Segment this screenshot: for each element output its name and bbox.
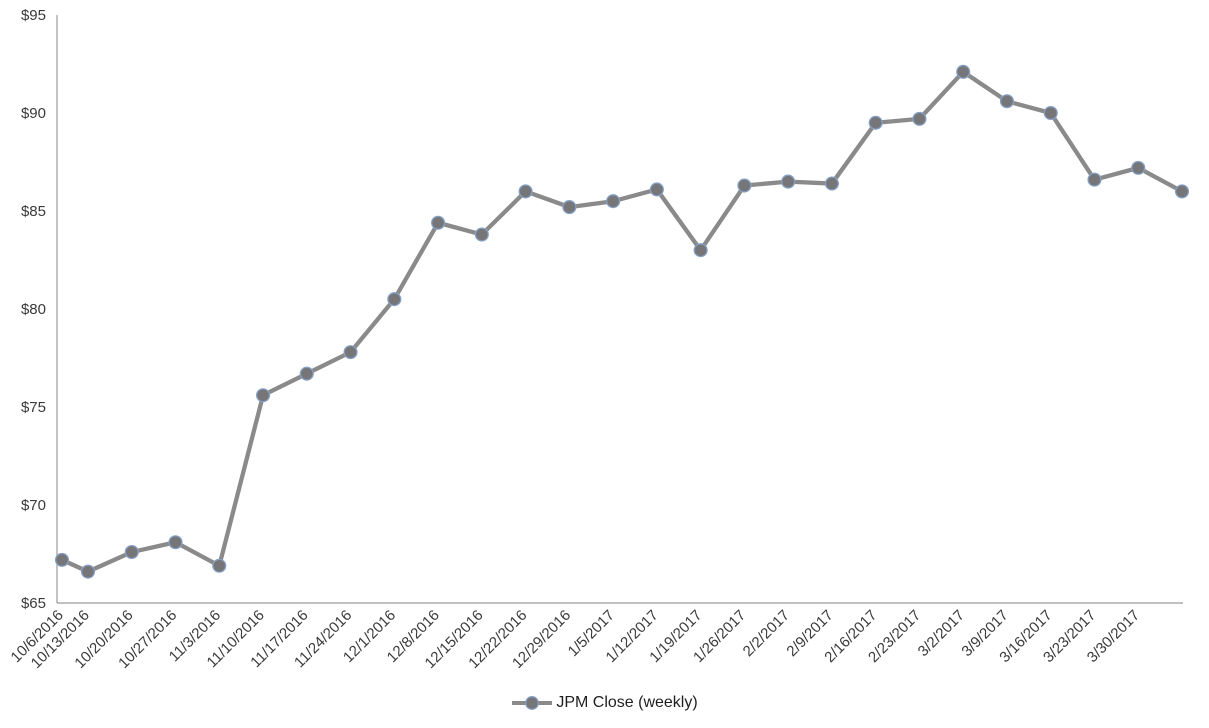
data-point-marker [518,184,533,199]
data-point-marker [1043,105,1058,121]
legend-marker-swatch [525,696,540,710]
x-tick-label: 2/2/2017 [740,607,793,660]
y-tick-label: $90 [21,105,46,122]
data-point-marker [737,178,752,193]
y-tick-label: $65 [21,595,46,612]
data-point-marker [1174,184,1190,199]
data-point-marker [299,366,314,381]
data-point-marker [562,200,577,215]
data-point-marker [168,535,183,550]
data-point-marker [693,243,708,258]
data-point-marker [999,94,1015,109]
data-point-marker [781,174,796,189]
data-point-marker [343,345,358,360]
chart-legend: JPM Close (weekly) [0,690,1209,716]
data-point-marker [80,564,96,579]
data-point-marker [868,115,883,130]
series-line [59,69,1185,574]
data-point-marker [387,292,402,307]
x-tick-label: 3/2/2017 [915,607,968,660]
data-point-marker [255,388,271,403]
legend-line-marker-swatch [512,696,553,710]
data-point-marker [912,111,927,126]
data-point-marker [649,182,664,197]
data-point-marker [431,215,446,230]
y-tick-label: $75 [21,399,46,416]
data-point-marker [212,558,227,573]
y-tick-label: $85 [21,203,46,220]
data-point-marker [1087,172,1102,187]
data-point-marker [606,194,621,209]
legend-series-label: JPM Close (weekly) [556,694,698,711]
y-tick-label: $70 [21,497,46,514]
data-point-marker [124,544,139,560]
data-point-marker [1131,160,1146,175]
data-point-marker [956,64,971,79]
y-tick-label: $95 [21,7,46,24]
y-tick-label: $80 [21,301,46,318]
data-point-marker [54,552,70,567]
data-point-marker [474,227,489,242]
data-point-marker [824,176,839,191]
